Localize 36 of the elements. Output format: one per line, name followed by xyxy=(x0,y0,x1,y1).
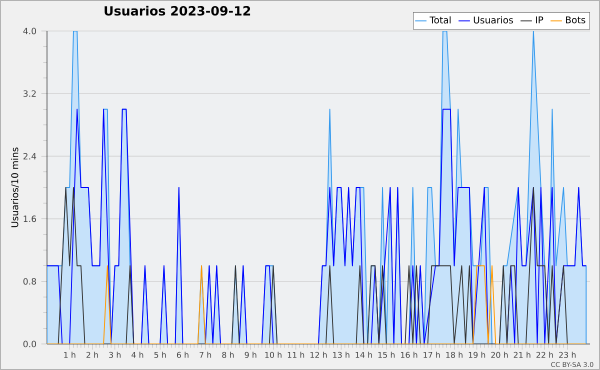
x-tick-label: 11 h xyxy=(288,352,304,358)
y-tick-label: 2.4 xyxy=(23,152,36,160)
x-tick-label: 9 h xyxy=(244,352,256,358)
y-tick-label: 0.0 xyxy=(23,340,36,348)
chart-title: Usuarios 2023-09-12 xyxy=(104,6,250,16)
x-tick-label: 12 h xyxy=(310,352,327,358)
x-tick-label: 3 h xyxy=(109,352,121,358)
x-tick-label: 18 h xyxy=(446,352,462,358)
x-tick-label: 17 h xyxy=(424,352,440,358)
x-tick-label: 8 h xyxy=(222,352,234,358)
x-tick-label: 16 h xyxy=(400,352,418,358)
x-tick-label: 15 h xyxy=(378,352,395,358)
x-tick-label: 14 h xyxy=(356,352,372,358)
x-tick-label: 21 h xyxy=(514,352,530,358)
x-tick-label: 22 h xyxy=(536,352,553,358)
line-series xyxy=(47,108,587,344)
x-tick-label: 19 h xyxy=(468,352,486,358)
series-label: Total xyxy=(430,16,451,24)
x-tick-label: 4 h xyxy=(132,352,144,358)
x-tick-label: 2 h xyxy=(86,352,98,358)
x-tick-label: 13 h xyxy=(333,352,350,358)
x-tick-label: 5 h xyxy=(154,352,166,358)
x-tick-label: 1 h xyxy=(64,352,76,358)
y-tick-label: 0.8 xyxy=(23,278,36,285)
y-tick-label: 4.0 xyxy=(23,28,36,34)
legend-label: Usuarios xyxy=(474,16,513,24)
x-tick-label: 6 h xyxy=(176,352,188,358)
x-tick-label: 20 h xyxy=(491,352,508,358)
x-tick-label: 7 h xyxy=(200,352,212,358)
y-tick-label: 3.2 xyxy=(23,90,36,97)
legend-label: IP xyxy=(536,16,544,24)
x-tick-label: 23 h xyxy=(559,352,576,358)
x-tick-label: 10 h xyxy=(265,352,282,358)
y-axis-title: Usuarios/10 mins xyxy=(11,148,19,228)
y-tick-label: 1.6 xyxy=(24,216,36,222)
legend-label: Bots xyxy=(566,16,586,24)
